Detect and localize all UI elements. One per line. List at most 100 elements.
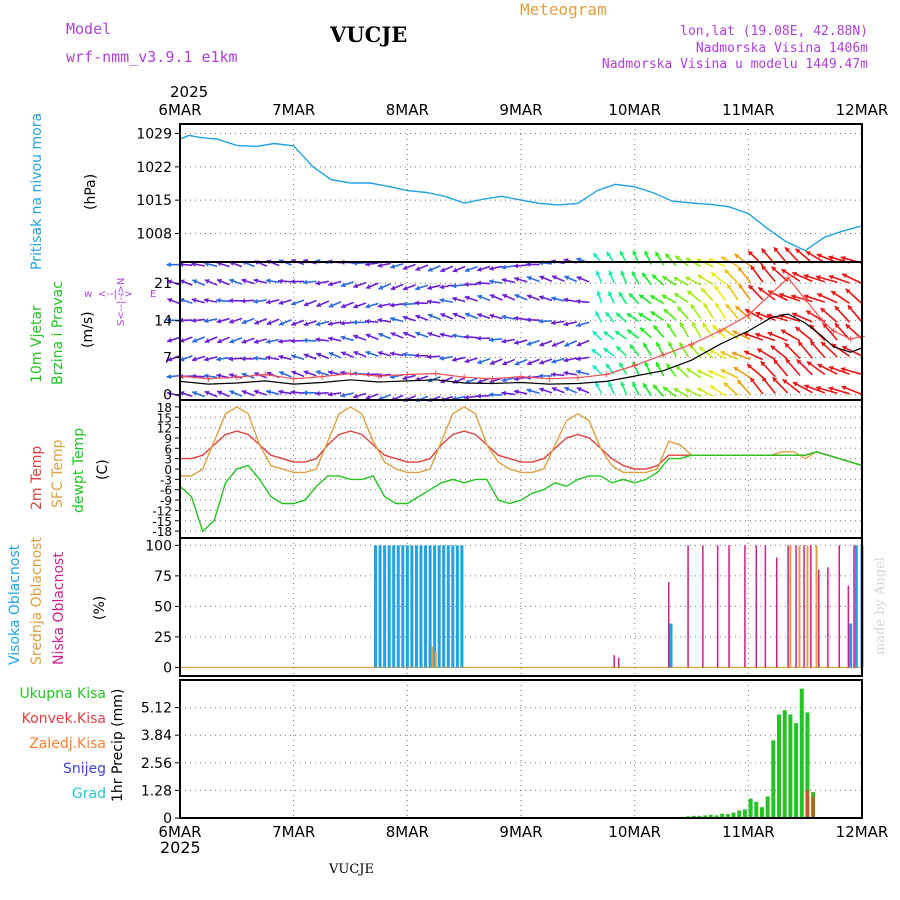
high-cloud-bar	[437, 545, 441, 668]
wind-arrow-head	[805, 251, 811, 256]
high-cloud-bar	[419, 545, 423, 668]
wind-arrow-head	[842, 345, 848, 351]
wind-arrow-head	[732, 330, 738, 336]
wind-arrow-head	[809, 324, 815, 330]
wind-gust-marker	[205, 375, 212, 382]
wind-arrow-head	[240, 356, 246, 362]
station-title: VUCJE	[330, 22, 408, 47]
wind-arrow-head	[738, 266, 743, 272]
wind-arrow-head	[539, 341, 545, 347]
wind-arrow-head	[240, 298, 246, 304]
wind-gust-marker	[768, 290, 775, 297]
wind-arrow-head	[715, 302, 720, 308]
total-precip-bar	[805, 712, 810, 818]
total-precip-bar	[754, 801, 759, 818]
wind-arrow-head	[793, 382, 799, 387]
wind-arrow-head	[166, 391, 172, 397]
wind-arrow-head	[452, 312, 458, 318]
y-tick-label: 7	[163, 351, 172, 367]
wind-arrow-head	[316, 302, 322, 308]
wind-gust-marker	[461, 374, 468, 381]
low-cloud-bar	[728, 545, 730, 668]
wind-arrow-head	[632, 250, 638, 256]
wind-arrow-head	[378, 284, 384, 290]
high-cloud-bar	[374, 545, 378, 668]
wind-arrow-head	[679, 342, 684, 348]
wind-arrow-head	[464, 358, 470, 364]
wind-arrow-head	[842, 273, 848, 279]
wind-gust-marker	[290, 375, 297, 382]
wind-arrow-head	[365, 350, 371, 356]
wind-arrow-head	[773, 359, 779, 365]
y-tick-label: 9	[164, 432, 172, 446]
wind-arrow-head	[241, 319, 247, 325]
y-tick-label: -18	[152, 525, 172, 539]
low-cloud-bar	[687, 545, 689, 668]
wind-arrow-head	[427, 313, 433, 319]
wind-arrow-head	[551, 275, 557, 281]
low-cloud-bar	[827, 567, 829, 668]
wind-gust-marker	[603, 371, 610, 378]
wind-arrow-head	[315, 390, 320, 396]
total-precip-bar	[697, 815, 702, 818]
high-cloud-bar	[414, 545, 418, 668]
wind-arrow-head	[439, 297, 445, 303]
y-tick-label: 0	[163, 811, 172, 827]
x-label-top: 9MAR	[499, 101, 542, 119]
wind-arrow-head	[650, 295, 656, 300]
wind-arrow-head	[816, 253, 822, 259]
wind-arrow-head	[804, 384, 810, 390]
wind-arrow-head	[792, 312, 798, 318]
y-tick-label: 1.28	[141, 783, 172, 799]
wind-arrow-head	[720, 350, 726, 356]
wind-arrow-head	[265, 278, 271, 284]
wind-arrow-head	[731, 351, 737, 357]
x-label-top: 11MAR	[722, 101, 775, 119]
wind-arrow-head	[564, 275, 570, 281]
wind-arrow-head	[327, 336, 333, 342]
wind-arrow-head	[290, 389, 296, 395]
wind-gust-marker	[631, 362, 638, 369]
total-precip-bar	[777, 714, 782, 818]
wind-arrow-head	[782, 379, 788, 384]
wind-arrow-head	[758, 287, 764, 293]
wind-arrow-head	[828, 386, 834, 392]
y-tick-label: 75	[154, 569, 172, 585]
wind-arrow-head	[735, 305, 741, 311]
wind-arrow-head	[303, 370, 309, 376]
wind-arrow-head	[834, 323, 840, 329]
year-top: 2025	[170, 83, 209, 101]
wind-arrow-head	[377, 350, 383, 356]
wind-arrow-head	[845, 324, 851, 330]
wind-arrow-head	[179, 279, 185, 285]
wind-compass-w: w	[84, 289, 93, 300]
wind-arrow-head	[352, 319, 357, 325]
wind-arrow-head	[279, 371, 285, 376]
wind-arrow-head	[539, 359, 545, 365]
wind-arrow-head	[576, 369, 581, 375]
high-cloud-bar	[442, 545, 446, 668]
wind-arrow-head	[464, 334, 469, 340]
low-cloud-bar	[795, 545, 797, 668]
wind-arrow-head	[353, 334, 359, 340]
wind-arrow-head	[652, 274, 657, 280]
x-label-bottom: 11MAR	[722, 823, 775, 841]
wind-arrow-head	[626, 313, 632, 318]
wind-arrow-head	[426, 299, 432, 305]
wind-arrow-head	[615, 312, 621, 318]
wind-arrow-head	[738, 283, 744, 289]
wind-arrow-head	[724, 269, 730, 275]
wind-arrow-head	[620, 381, 626, 387]
wind-arrow-head	[253, 389, 259, 395]
wind-arrow-head	[762, 376, 767, 382]
wind-arrow-head	[550, 371, 556, 378]
wind-arrow-head	[278, 278, 283, 284]
y-tick-label: 0	[163, 388, 172, 404]
wind-arrow-head	[464, 394, 469, 400]
wind-arrow-head	[452, 356, 457, 363]
wind-arrow-head	[402, 301, 407, 307]
wind-arrow-head	[204, 390, 210, 396]
wind-arrow-head	[365, 284, 371, 290]
wind-arrow-head	[229, 338, 235, 344]
total-precip-bar	[788, 714, 793, 818]
